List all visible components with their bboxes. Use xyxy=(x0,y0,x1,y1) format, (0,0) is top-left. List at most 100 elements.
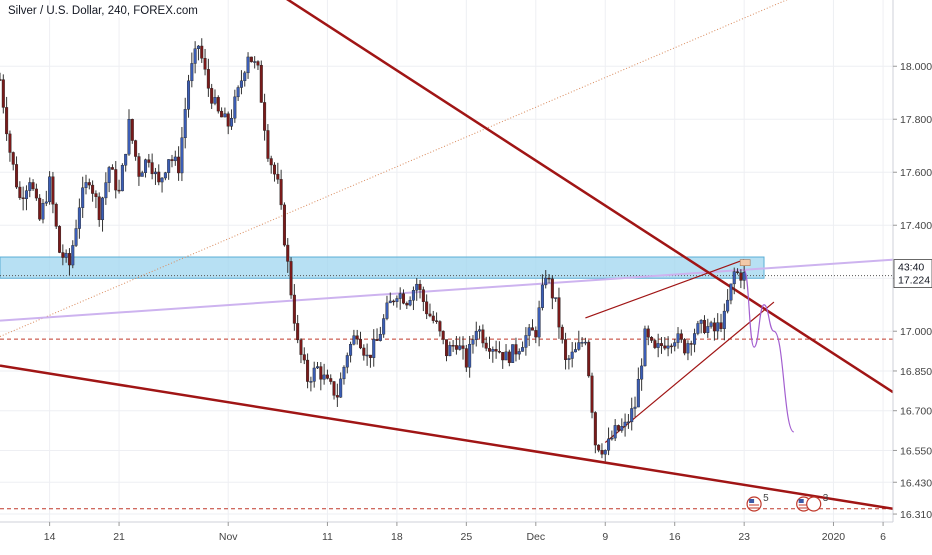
candle-body xyxy=(521,347,525,352)
candle-body xyxy=(144,159,148,173)
candle-body xyxy=(180,137,184,174)
candle-body xyxy=(359,338,363,349)
countdown-label: 43:40 xyxy=(898,262,924,274)
candle-body xyxy=(418,283,422,290)
candle-body xyxy=(441,330,445,340)
us-flag-canton xyxy=(798,499,804,503)
candle-body xyxy=(54,203,58,227)
candle-body xyxy=(339,378,343,398)
candle-body xyxy=(223,113,227,118)
y-tick-label: 16.310 xyxy=(900,509,932,521)
candle-body xyxy=(276,173,280,180)
candle-body xyxy=(289,261,293,296)
x-tick-label: 11 xyxy=(322,531,333,543)
candle-body xyxy=(501,352,505,361)
candle-body xyxy=(527,327,531,336)
candle-body xyxy=(603,450,607,455)
wedge-lower-line xyxy=(604,301,775,443)
y-tick-label: 16.550 xyxy=(900,445,932,457)
candle-body xyxy=(5,107,9,135)
candle-body xyxy=(97,196,101,221)
candle-body xyxy=(44,201,48,204)
candle-body xyxy=(329,378,333,382)
event-count-label: 5 xyxy=(763,493,769,504)
candle-body xyxy=(709,322,713,327)
y-tick-label: 17.400 xyxy=(900,220,932,232)
candle-body xyxy=(461,345,465,349)
candle-body xyxy=(107,167,111,183)
candle-body xyxy=(41,203,45,220)
candle-body xyxy=(306,359,310,382)
candle-body xyxy=(226,113,230,127)
candle-body xyxy=(640,365,644,380)
candle-body xyxy=(494,349,498,352)
candle-body xyxy=(699,319,703,324)
candle-body xyxy=(425,301,429,315)
candle-body xyxy=(137,156,141,177)
candle-body xyxy=(487,348,491,352)
x-tick-label: Nov xyxy=(219,531,238,543)
candle-body xyxy=(438,321,442,332)
y-tick-label: 17.000 xyxy=(900,326,932,338)
x-tick-label: 9 xyxy=(602,531,608,543)
candle-body xyxy=(739,272,743,281)
candle-body xyxy=(630,408,634,423)
candle-body xyxy=(233,96,237,119)
candle-body xyxy=(48,176,52,203)
candle-body xyxy=(411,290,415,301)
candle-body xyxy=(587,341,591,377)
candle-body xyxy=(726,299,730,312)
candle-body xyxy=(451,345,455,347)
candle-body xyxy=(471,339,475,345)
candle-body xyxy=(170,159,174,162)
candle-body xyxy=(269,158,273,166)
candle-body xyxy=(368,354,372,358)
candle-body xyxy=(716,322,720,332)
candle-body xyxy=(722,310,726,329)
candle-body xyxy=(610,437,614,440)
candle-body xyxy=(435,320,439,322)
candle-body xyxy=(530,327,534,331)
candle-body xyxy=(557,297,561,328)
y-tick-label: 17.600 xyxy=(900,167,932,179)
y-tick-label: 18.000 xyxy=(900,61,932,73)
candle-body xyxy=(84,182,88,188)
candle-body xyxy=(415,283,419,291)
x-tick-label: 23 xyxy=(738,531,750,543)
candle-body xyxy=(67,253,71,266)
candle-body xyxy=(431,315,435,321)
candle-body xyxy=(497,351,501,353)
candle-body xyxy=(560,326,564,340)
candle-body xyxy=(663,345,667,349)
candle-body xyxy=(382,318,386,335)
resistance-zone xyxy=(0,256,765,279)
candle-body xyxy=(646,328,650,338)
candle-body xyxy=(702,319,706,333)
candle-body xyxy=(299,339,303,355)
chart-title: Silver / U.S. Dollar, 240, FOREX.com xyxy=(6,5,200,17)
candle-body xyxy=(163,172,167,179)
candle-body xyxy=(210,88,214,104)
candle-body xyxy=(124,153,128,166)
candle-body xyxy=(243,72,247,82)
candle-body xyxy=(114,169,118,191)
candle-body xyxy=(540,284,544,308)
candle-body xyxy=(729,283,733,301)
candle-body xyxy=(150,162,154,175)
candle-body xyxy=(491,349,495,352)
candle-body xyxy=(570,351,574,359)
x-tick-label: 14 xyxy=(44,531,56,543)
y-tick-label: 17.800 xyxy=(900,114,932,126)
time-axis-bg xyxy=(0,522,932,550)
candle-body xyxy=(61,252,65,258)
x-tick-label: 25 xyxy=(461,531,473,543)
candle-body xyxy=(385,302,389,319)
candle-body xyxy=(395,298,399,302)
x-tick-label: 16 xyxy=(669,531,681,543)
candle-body xyxy=(679,333,683,340)
candle-body xyxy=(259,64,263,103)
candle-body xyxy=(18,186,22,198)
candle-body xyxy=(577,342,581,350)
